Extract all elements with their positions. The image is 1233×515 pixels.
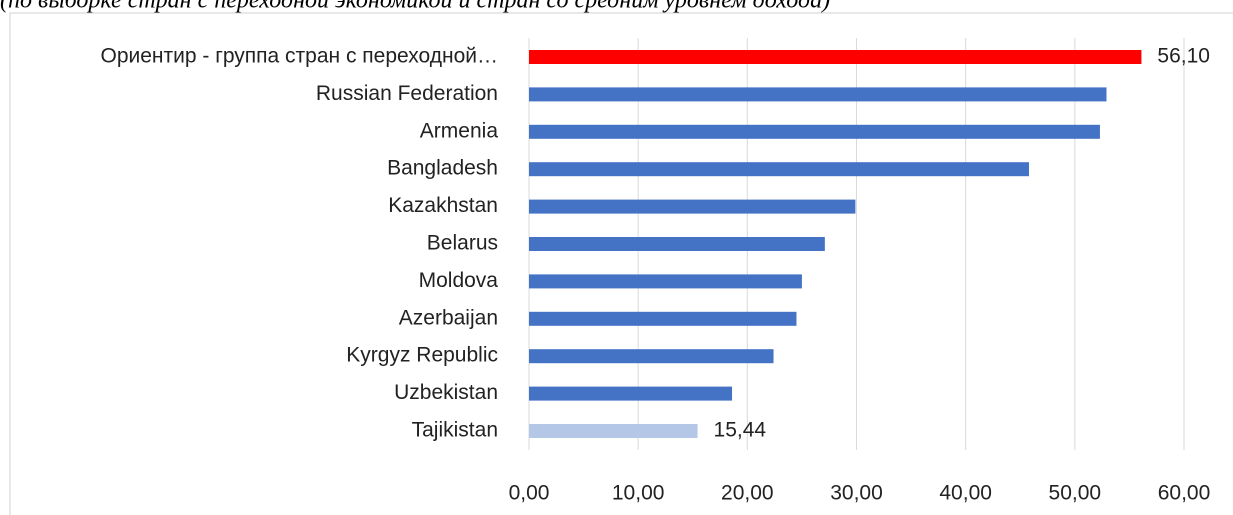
x-tick-label: 40,00 <box>939 482 992 505</box>
data-label: 56,10 <box>1157 45 1210 68</box>
bar <box>529 199 856 214</box>
chart-border <box>9 12 1233 515</box>
y-tick-label: Ориентир - группа стран с переходной… <box>100 45 498 68</box>
bar <box>529 274 802 289</box>
x-tick-label: 0,00 <box>509 482 550 505</box>
bar <box>529 424 698 438</box>
bar <box>529 50 1142 64</box>
x-tick-label: 10,00 <box>612 482 665 505</box>
bar <box>529 311 797 326</box>
bar <box>529 386 733 401</box>
y-tick-label: Kazakhstan <box>388 194 498 217</box>
bar <box>529 237 825 251</box>
y-tick-label: Kyrgyz Republic <box>346 344 498 367</box>
bar <box>529 124 1100 139</box>
x-tick-label: 60,00 <box>1158 482 1211 505</box>
y-tick-label: Bangladesh <box>387 157 498 180</box>
bar <box>529 349 774 364</box>
y-tick-label: Moldova <box>419 269 499 292</box>
y-tick-label: Tajikistan <box>412 419 498 442</box>
x-tick-label: 30,00 <box>830 482 883 505</box>
bar <box>529 162 1029 177</box>
y-tick-label: Russian Federation <box>316 82 498 105</box>
data-label: 15,44 <box>714 419 767 442</box>
y-tick-label: Armenia <box>420 119 499 142</box>
chart-subtitle: (по выборке стран с переходной экономико… <box>0 0 830 14</box>
x-tick-label: 50,00 <box>1049 482 1102 505</box>
x-tick-label: 20,00 <box>721 482 774 505</box>
y-tick-label: Azerbaijan <box>399 306 498 329</box>
y-tick-label: Uzbekistan <box>394 381 498 404</box>
y-tick-label: Belarus <box>427 232 498 255</box>
bar <box>529 87 1107 102</box>
